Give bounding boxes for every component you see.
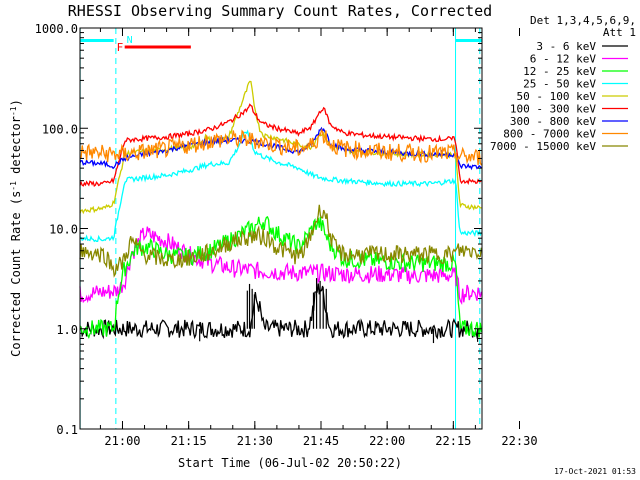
legend-entry-label: 7000 - 15000 keV bbox=[490, 140, 596, 153]
legend-entry-label: 50 - 100 keV bbox=[517, 90, 597, 103]
x-tick-label: 22:30 bbox=[501, 434, 537, 448]
y-axis-label: Corrected Count Rate (s-1 detector-1) bbox=[9, 99, 23, 357]
y-axis-label-part: Corrected Count Rate (s bbox=[9, 191, 23, 357]
axes: 21:00 21:15 21:30 21:45 22:00 22:15 22:30 0.1 1.… bbox=[35, 22, 538, 448]
y-tick-label: 10.0 bbox=[49, 223, 78, 237]
series-line-6 bbox=[79, 103, 482, 187]
y-tick-label: 0.1 bbox=[56, 423, 78, 437]
legend-entry-label: 12 - 25 keV bbox=[523, 65, 596, 78]
series-line-1 bbox=[79, 283, 482, 340]
legend-entry-label: 100 - 300 keV bbox=[510, 103, 596, 116]
x-tick-label: 21:45 bbox=[303, 434, 339, 448]
attenuator-band bbox=[455, 39, 482, 42]
x-tick-label: 22:15 bbox=[435, 434, 471, 448]
series-line-9 bbox=[79, 204, 483, 278]
flare-flag-label: F bbox=[117, 41, 124, 54]
y-tick-label: 100.0 bbox=[42, 122, 78, 136]
legend-entry-label: 25 - 50 keV bbox=[523, 78, 596, 91]
x-tick-label: 21:15 bbox=[171, 434, 207, 448]
legend-entry-label: 800 - 7000 keV bbox=[503, 128, 596, 141]
series-line-2 bbox=[79, 226, 483, 305]
y-tick-label: 1000.0 bbox=[35, 22, 78, 36]
legend-entry-label: 3 - 6 keV bbox=[536, 40, 596, 53]
y-axis-label-sup: -1 bbox=[9, 106, 18, 116]
x-tick-label: 21:00 bbox=[104, 434, 140, 448]
legend-header-line-2: Att 1 bbox=[603, 26, 636, 39]
y-axis-label-sup: -1 bbox=[9, 181, 18, 191]
series-line-4 bbox=[79, 129, 482, 243]
x-tick-label: 22:00 bbox=[369, 434, 405, 448]
x-axis-label: Start Time (06-Jul-02 20:50:22) bbox=[178, 456, 402, 470]
y-tick-label: 1.0 bbox=[56, 323, 78, 337]
x-tick-label: 21:30 bbox=[237, 434, 273, 448]
night-flag-label: N bbox=[127, 35, 133, 46]
legend-entry-label: 300 - 800 keV bbox=[510, 115, 596, 128]
plot-area: FN bbox=[79, 28, 483, 429]
series-line-3 bbox=[79, 215, 483, 339]
legend-entry-label: 6 - 12 keV bbox=[530, 53, 597, 66]
series-line-8 bbox=[80, 128, 482, 166]
y-axis-label-part: detector bbox=[9, 116, 23, 181]
legend-header-line-1: Det 1,3,4,5,6,9, bbox=[530, 14, 636, 27]
chart-title: RHESSI Observing Summary Count Rates, Co… bbox=[68, 2, 492, 20]
y-axis-label-part: ) bbox=[9, 99, 23, 106]
attenuator-band bbox=[80, 39, 114, 42]
footer-timestamp: 17-Oct-2021 01:53 bbox=[554, 467, 636, 476]
